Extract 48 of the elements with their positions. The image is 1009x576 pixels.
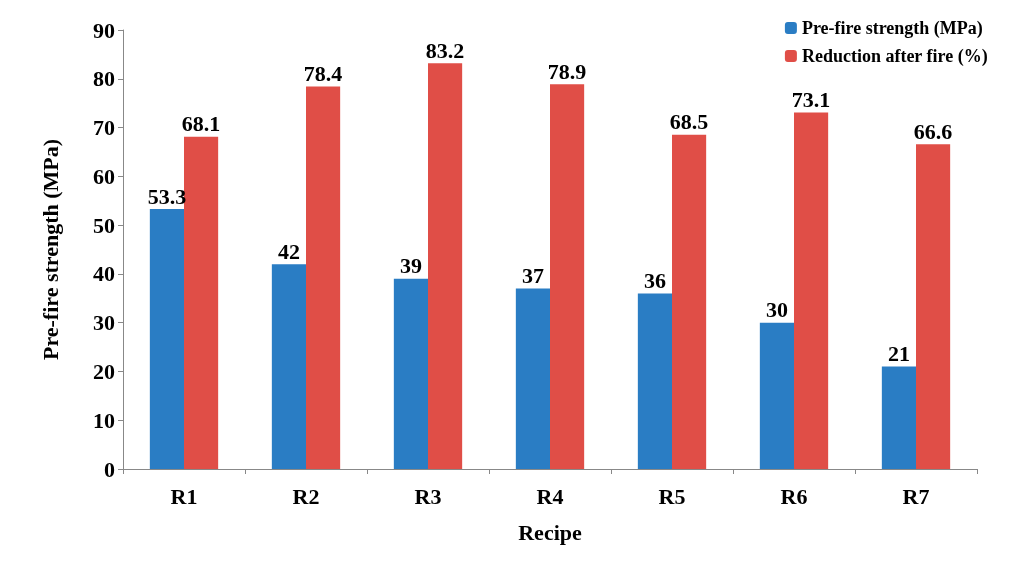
y-tick-label: 50 — [93, 212, 115, 238]
data-label: 37 — [521, 263, 544, 289]
bar — [916, 144, 951, 469]
y-tick-label: 60 — [93, 163, 115, 189]
data-label: 21 — [887, 341, 910, 367]
bar — [393, 278, 428, 469]
y-tick-label: 70 — [93, 115, 115, 141]
x-tick-label: R7 — [902, 483, 930, 509]
data-label: 36 — [643, 267, 666, 293]
data-label: 66.6 — [913, 118, 953, 144]
data-label: 68.1 — [181, 111, 221, 137]
bar — [672, 134, 707, 469]
y-tick-label: 40 — [93, 261, 115, 287]
data-label: 30 — [765, 297, 788, 323]
x-tick-label: R2 — [292, 483, 320, 509]
y-tick-label: 80 — [93, 66, 115, 92]
bar — [149, 209, 184, 469]
x-tick-label: R1 — [170, 483, 198, 509]
bar — [306, 86, 341, 469]
y-tick-label: 30 — [93, 310, 115, 336]
y-tick-label: 10 — [93, 407, 115, 433]
x-tick-label: R3 — [414, 483, 442, 509]
y-tick-label: 20 — [93, 358, 115, 384]
bar — [637, 293, 672, 469]
data-label: 68.5 — [669, 109, 709, 135]
y-tick-label: 90 — [93, 17, 115, 43]
data-label: 42 — [277, 238, 300, 264]
data-label: 39 — [399, 253, 422, 279]
x-tick-label: R5 — [658, 483, 686, 509]
legend-label: Pre-fire strength (MPa) — [801, 18, 983, 39]
y-tick-label: 0 — [104, 456, 115, 482]
bar — [550, 84, 585, 469]
bar — [271, 264, 306, 469]
x-tick-label: R4 — [536, 483, 564, 509]
data-label: 83.2 — [425, 37, 465, 63]
bar — [428, 63, 463, 469]
x-axis-title: Recipe — [518, 519, 582, 545]
bar — [184, 136, 219, 469]
bar — [515, 288, 550, 469]
bar — [881, 366, 916, 469]
bar — [794, 112, 829, 469]
data-label: 78.9 — [547, 58, 587, 84]
legend-label: Reduction after fire (%) — [801, 46, 988, 67]
data-label: 78.4 — [303, 61, 343, 87]
x-tick-label: R6 — [780, 483, 808, 509]
y-axis-title: Pre-fire strength (MPa) — [37, 138, 63, 361]
data-label: 73.1 — [791, 86, 831, 112]
bar — [759, 322, 794, 469]
